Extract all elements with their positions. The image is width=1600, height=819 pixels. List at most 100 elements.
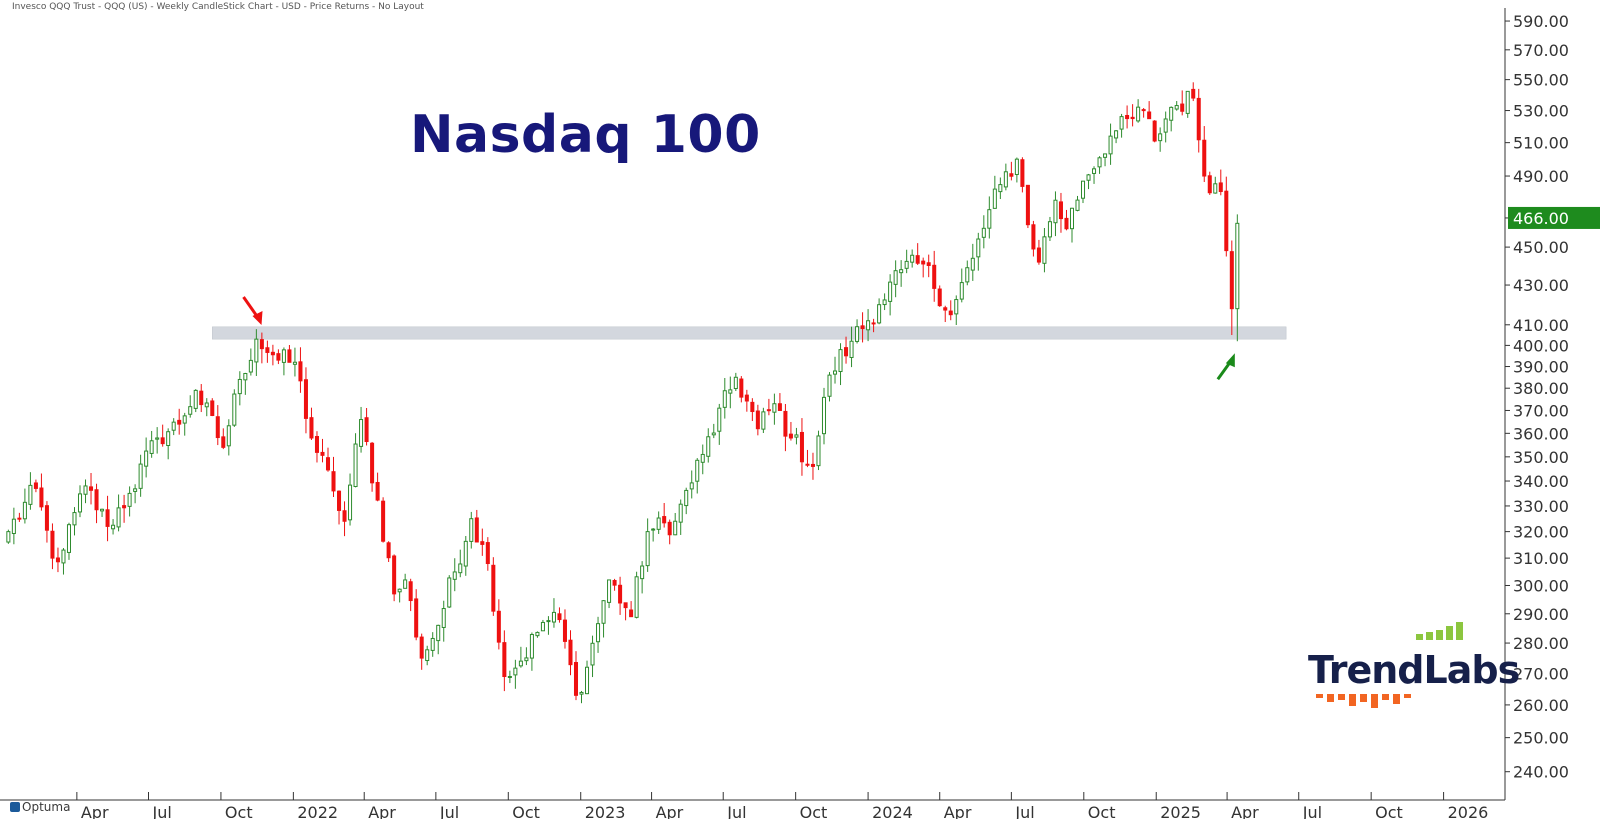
candle-body-up [430, 637, 435, 651]
candle-body-up [166, 431, 171, 447]
candle-body-down [739, 378, 744, 398]
candle-body-down [844, 347, 849, 357]
candle [1202, 126, 1207, 183]
candle-body-down [17, 517, 22, 520]
y-tick-label: 380.00 [1513, 379, 1569, 398]
logo-green-bar [1446, 626, 1453, 640]
candle [827, 372, 832, 402]
candle [893, 260, 898, 298]
candle [77, 485, 83, 518]
x-tick-label: 2025 [1160, 803, 1201, 819]
candle [44, 501, 49, 543]
candle-body-up [83, 485, 88, 495]
candle [210, 398, 215, 417]
candle [144, 437, 149, 478]
candle-body-up [893, 270, 898, 285]
candle [518, 646, 523, 668]
candle-body-up [1174, 105, 1179, 110]
candle-body-down [1152, 120, 1157, 142]
candle [66, 522, 71, 560]
candle [254, 329, 259, 376]
candle-body-down [408, 581, 413, 602]
candle-body-down [788, 433, 793, 439]
candle [882, 293, 887, 311]
candle-body-down [337, 490, 342, 511]
candle [535, 631, 540, 638]
candle-body-down [381, 500, 386, 542]
candle [193, 389, 198, 413]
x-tick-label: Jul [1014, 803, 1034, 819]
candle [799, 418, 804, 476]
candle [469, 511, 474, 549]
candle [72, 507, 77, 536]
arrow-head [1225, 353, 1235, 368]
candle-body-down [948, 310, 953, 316]
candle-body-up [546, 620, 551, 623]
candle-body-up [248, 359, 253, 373]
candle [551, 598, 556, 628]
candle [463, 535, 468, 576]
candle [948, 300, 953, 321]
candle [259, 332, 264, 364]
candle-body-up [959, 282, 964, 300]
candle [325, 447, 331, 472]
candle [265, 340, 270, 363]
candle [772, 393, 777, 425]
candle [1058, 192, 1063, 233]
candle-body-up [821, 396, 827, 435]
candle-body-up [72, 512, 77, 526]
candle [573, 651, 579, 701]
candle-body-down [562, 619, 567, 642]
candle [1229, 240, 1234, 336]
candle-body-up [1235, 222, 1240, 310]
candle [717, 403, 722, 445]
candle-body-up [281, 349, 286, 363]
y-tick-label: 550.00 [1513, 71, 1569, 90]
candle-body-up [590, 642, 595, 666]
candle-body-up [507, 675, 512, 678]
candle [1147, 101, 1152, 120]
candle-body-up [100, 508, 105, 512]
candle [1213, 176, 1218, 194]
candle-body-up [607, 579, 612, 603]
y-tick-label: 390.00 [1513, 358, 1569, 377]
candle [788, 421, 793, 441]
candle-body-up [976, 238, 981, 258]
candle-body-up [436, 624, 441, 642]
candle [276, 349, 281, 365]
candle [656, 511, 661, 534]
candle-body-down [33, 482, 38, 489]
candle [1180, 90, 1185, 116]
candle-body-up [678, 503, 683, 523]
candle-body-up [1080, 180, 1086, 199]
candle-body-up [849, 340, 854, 358]
candle-body-up [899, 269, 904, 274]
candle-body-up [1185, 90, 1190, 114]
logo-green-bar [1426, 632, 1433, 640]
candle-body-down [177, 419, 182, 425]
candle-body-up [171, 421, 176, 431]
x-tick-label: Oct [512, 803, 540, 819]
candle-body-down [325, 457, 331, 471]
candle [1191, 82, 1196, 102]
candle [1075, 195, 1080, 212]
x-tick-label: 2026 [1448, 803, 1489, 819]
candle-body-down [89, 486, 94, 491]
candle-body-up [452, 571, 457, 580]
candle-body-up [1114, 130, 1119, 139]
candle [728, 376, 733, 409]
candle-body-up [601, 600, 606, 624]
candle [970, 243, 975, 281]
logo-orange-bar [1327, 694, 1334, 702]
candle-body-down [370, 442, 375, 484]
y-tick-label: 400.00 [1513, 336, 1569, 355]
candle [320, 438, 325, 463]
candle [689, 470, 694, 499]
candle [783, 404, 788, 452]
candle-body-up [816, 435, 821, 467]
candle [491, 557, 496, 616]
y-tick-label: 450.00 [1513, 238, 1569, 257]
candle [844, 336, 849, 364]
x-tick-label: 2024 [872, 803, 913, 819]
